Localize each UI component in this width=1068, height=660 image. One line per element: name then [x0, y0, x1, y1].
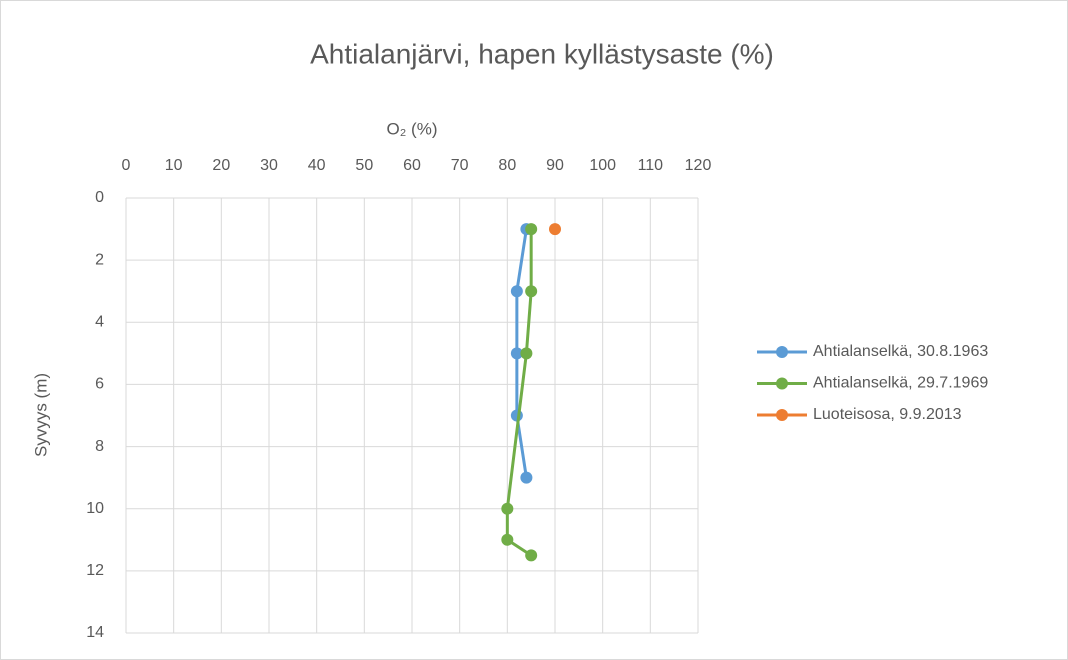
legend-marker — [776, 409, 788, 421]
data-point — [510, 347, 523, 360]
x-tick-label: 0 — [122, 157, 131, 174]
legend-label: Ahtialanselkä, 30.8.1963 — [813, 343, 988, 360]
x-tick-label: 60 — [403, 157, 421, 174]
y-tick-label: 12 — [86, 562, 104, 579]
data-point — [525, 223, 538, 236]
y-axis-label: Syvyys (m) — [31, 373, 50, 457]
data-point — [510, 285, 523, 298]
data-point — [501, 502, 514, 515]
y-tick-label: 8 — [95, 438, 104, 455]
y-tick-label: 4 — [95, 314, 104, 331]
data-point — [520, 471, 533, 484]
y-tick-label: 0 — [95, 189, 104, 206]
x-tick-label: 40 — [308, 157, 326, 174]
legend-marker — [776, 346, 788, 358]
y-tick-label: 2 — [95, 251, 104, 268]
data-point — [520, 347, 533, 360]
legend-label: Ahtialanselkä, 29.7.1969 — [813, 375, 988, 392]
y-tick-label: 10 — [86, 500, 104, 517]
x-tick-label: 80 — [498, 157, 516, 174]
x-axis-label: O₂ (%) — [387, 119, 438, 138]
x-tick-label: 120 — [685, 157, 712, 174]
y-tick-label: 14 — [86, 624, 104, 641]
data-point — [525, 549, 538, 562]
x-tick-label: 10 — [165, 157, 183, 174]
chart-title: Ahtialanjärvi, hapen kyllästysaste (%) — [310, 38, 774, 69]
legend-label: Luoteisosa, 9.9.2013 — [813, 406, 962, 423]
data-point — [549, 223, 561, 236]
y-tick-label: 6 — [95, 376, 104, 393]
x-tick-label: 70 — [451, 157, 469, 174]
x-tick-label: 100 — [589, 157, 616, 174]
x-tick-label: 50 — [355, 157, 373, 174]
data-point — [501, 533, 514, 546]
x-tick-label: 110 — [638, 157, 664, 174]
x-tick-label: 20 — [212, 157, 230, 174]
legend-marker — [776, 377, 788, 390]
data-point — [525, 285, 538, 298]
x-tick-label: 30 — [260, 157, 278, 174]
x-tick-label: 90 — [546, 157, 564, 174]
